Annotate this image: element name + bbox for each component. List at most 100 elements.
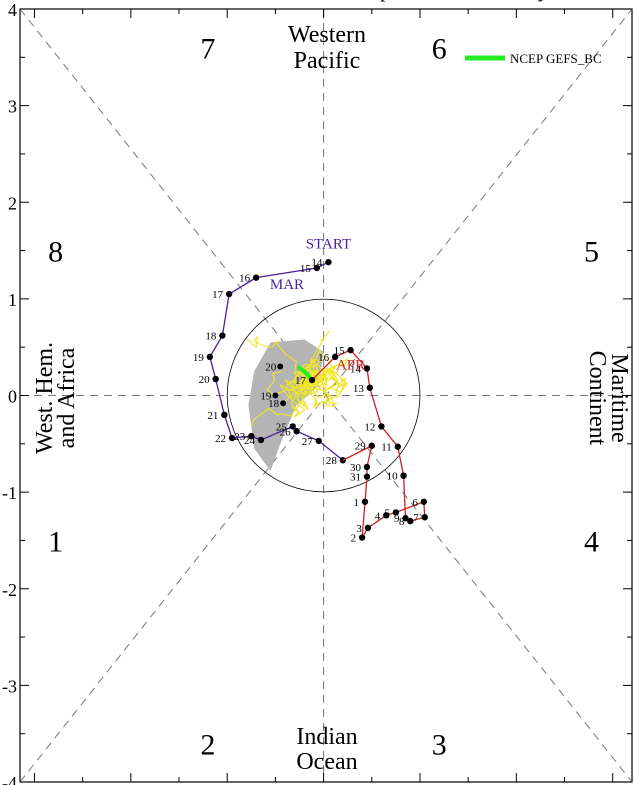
forecast-day-label: 19 [260, 391, 272, 403]
y-tick-label: 0 [8, 387, 17, 407]
ensemble-member-line [250, 380, 314, 427]
trajectory-day-label: 15 [334, 345, 346, 357]
forecast-mean-point [277, 363, 284, 370]
trajectory-point [347, 346, 354, 354]
region-label-bottom: Indian Ocean [296, 724, 357, 775]
region-label-top: Western Pacific [288, 22, 366, 74]
diagonal-line-2 [19, 8, 633, 783]
trajectory-annotations: START MAR APR [270, 237, 365, 374]
phase-number: 7 [200, 33, 215, 66]
trajectory-point [212, 375, 219, 383]
ensemble-member-line [266, 370, 313, 396]
chart-title-fragments: p y [380, 0, 549, 2]
trajectory-point [407, 517, 414, 525]
trajectory-day-label: 14 [311, 257, 323, 269]
trajectory-point [206, 353, 214, 361]
y-tick-label: 1 [8, 290, 17, 310]
trajectory-day-label: 11 [381, 442, 392, 454]
forecast-day-label: 20 [265, 362, 277, 374]
trajectory-day-label: 26 [280, 426, 292, 438]
trajectory-point [293, 428, 300, 435]
trajectory-point [289, 423, 296, 430]
region-left-line1: West. Hem. [32, 342, 58, 454]
trajectory-day-label: 6 [412, 497, 418, 509]
trajectory-point [361, 498, 369, 505]
phase-number: 1 [48, 525, 63, 558]
trajectory-day-label: 13 [353, 383, 365, 395]
trajectory-day-label: 12 [364, 421, 375, 433]
ensemble-member-line [311, 365, 349, 389]
title-fragment-right: y [538, 0, 549, 2]
trajectory-day-label: 2 [351, 533, 357, 545]
region-top-line1: Western [288, 22, 366, 48]
trajectory-day-label: 25 [276, 421, 288, 433]
trajectory-point [248, 432, 255, 440]
region-bottom-line1: Indian [296, 724, 357, 750]
trajectory-point [400, 472, 407, 479]
y-tick-labels: 4 3 2 1 0 -1 -2 -3 -4 [2, 0, 17, 785]
ensemble-member-line [306, 370, 346, 394]
trajectory-point [257, 436, 265, 444]
trajectory-point [394, 443, 402, 450]
trajectory-day-label: 23 [234, 431, 246, 443]
trajectory-day-label: 30 [350, 462, 362, 474]
trajectory-day-label: 28 [326, 455, 338, 467]
trajectory-point [368, 442, 375, 449]
phase-number: 8 [48, 236, 63, 269]
axis-ticks [20, 8, 632, 783]
forecast-day-label: 18 [268, 398, 280, 410]
trajectory-day-label: 3 [356, 523, 362, 535]
trajectory-point [331, 353, 339, 361]
phase-number: 3 [432, 728, 447, 761]
trajectory-day-label: 5 [384, 507, 390, 519]
trajectory-point [228, 434, 236, 442]
legend-label: NCEP GEFS_BC [510, 51, 602, 66]
trajectory-point [252, 274, 260, 281]
y-tick-label: 3 [8, 97, 17, 117]
forecast-mean-point [280, 400, 287, 407]
region-bottom-line2: Ocean [296, 749, 357, 775]
trajectory-point [420, 498, 428, 505]
phase-number: 4 [584, 525, 599, 558]
phase-number: 5 [584, 236, 599, 269]
trajectory-point [392, 509, 400, 516]
ensemble-member-lines [246, 330, 349, 427]
y-tick-label: -1 [2, 483, 17, 503]
trajectory-day-label: 17 [212, 289, 224, 301]
trajectory-day-label: 4 [375, 510, 381, 522]
trajectory-day-label: 18 [205, 331, 217, 343]
trajectory-point [383, 512, 390, 519]
trajectory-day-label: 24 [244, 435, 256, 447]
region-right-line2: Continent [584, 351, 610, 446]
trajectory-point [358, 534, 366, 541]
trajectory-day-label: 17 [295, 375, 307, 387]
trajectory-day-label: 16 [318, 352, 330, 364]
trajectory-day-label: 20 [199, 374, 211, 386]
trajectory-annotation: START [306, 237, 351, 253]
trajectory-point [364, 524, 372, 532]
ensemble-member-line [311, 367, 346, 407]
trajectory-day-label: 10 [387, 471, 399, 483]
trajectory-day-label: 15 [300, 263, 312, 275]
trajectory-annotation: MAR [270, 277, 304, 293]
trajectory-day-label: 29 [355, 441, 367, 453]
y-tick-label: -4 [2, 773, 17, 785]
trajectory-day-label: 19 [193, 352, 205, 364]
trajectory-point [315, 437, 322, 445]
trajectory-point [308, 376, 316, 384]
y-tick-label: 2 [8, 193, 17, 213]
phase-numbers: 7 68 51 42 3 [48, 33, 599, 762]
ensemble-member-line [307, 357, 323, 381]
y-tick-label: -3 [2, 676, 17, 696]
trajectory-day-label: 22 [215, 433, 226, 445]
trajectory-point [313, 264, 321, 272]
region-top-line2: Pacific [294, 48, 361, 74]
trajectory-day-label: 16 [239, 273, 251, 285]
amplitude-circle [226, 298, 421, 493]
trajectory-point [219, 332, 226, 339]
trajectory-annotation: APR [336, 357, 365, 373]
trajectory-day-label: 14 [350, 363, 362, 375]
